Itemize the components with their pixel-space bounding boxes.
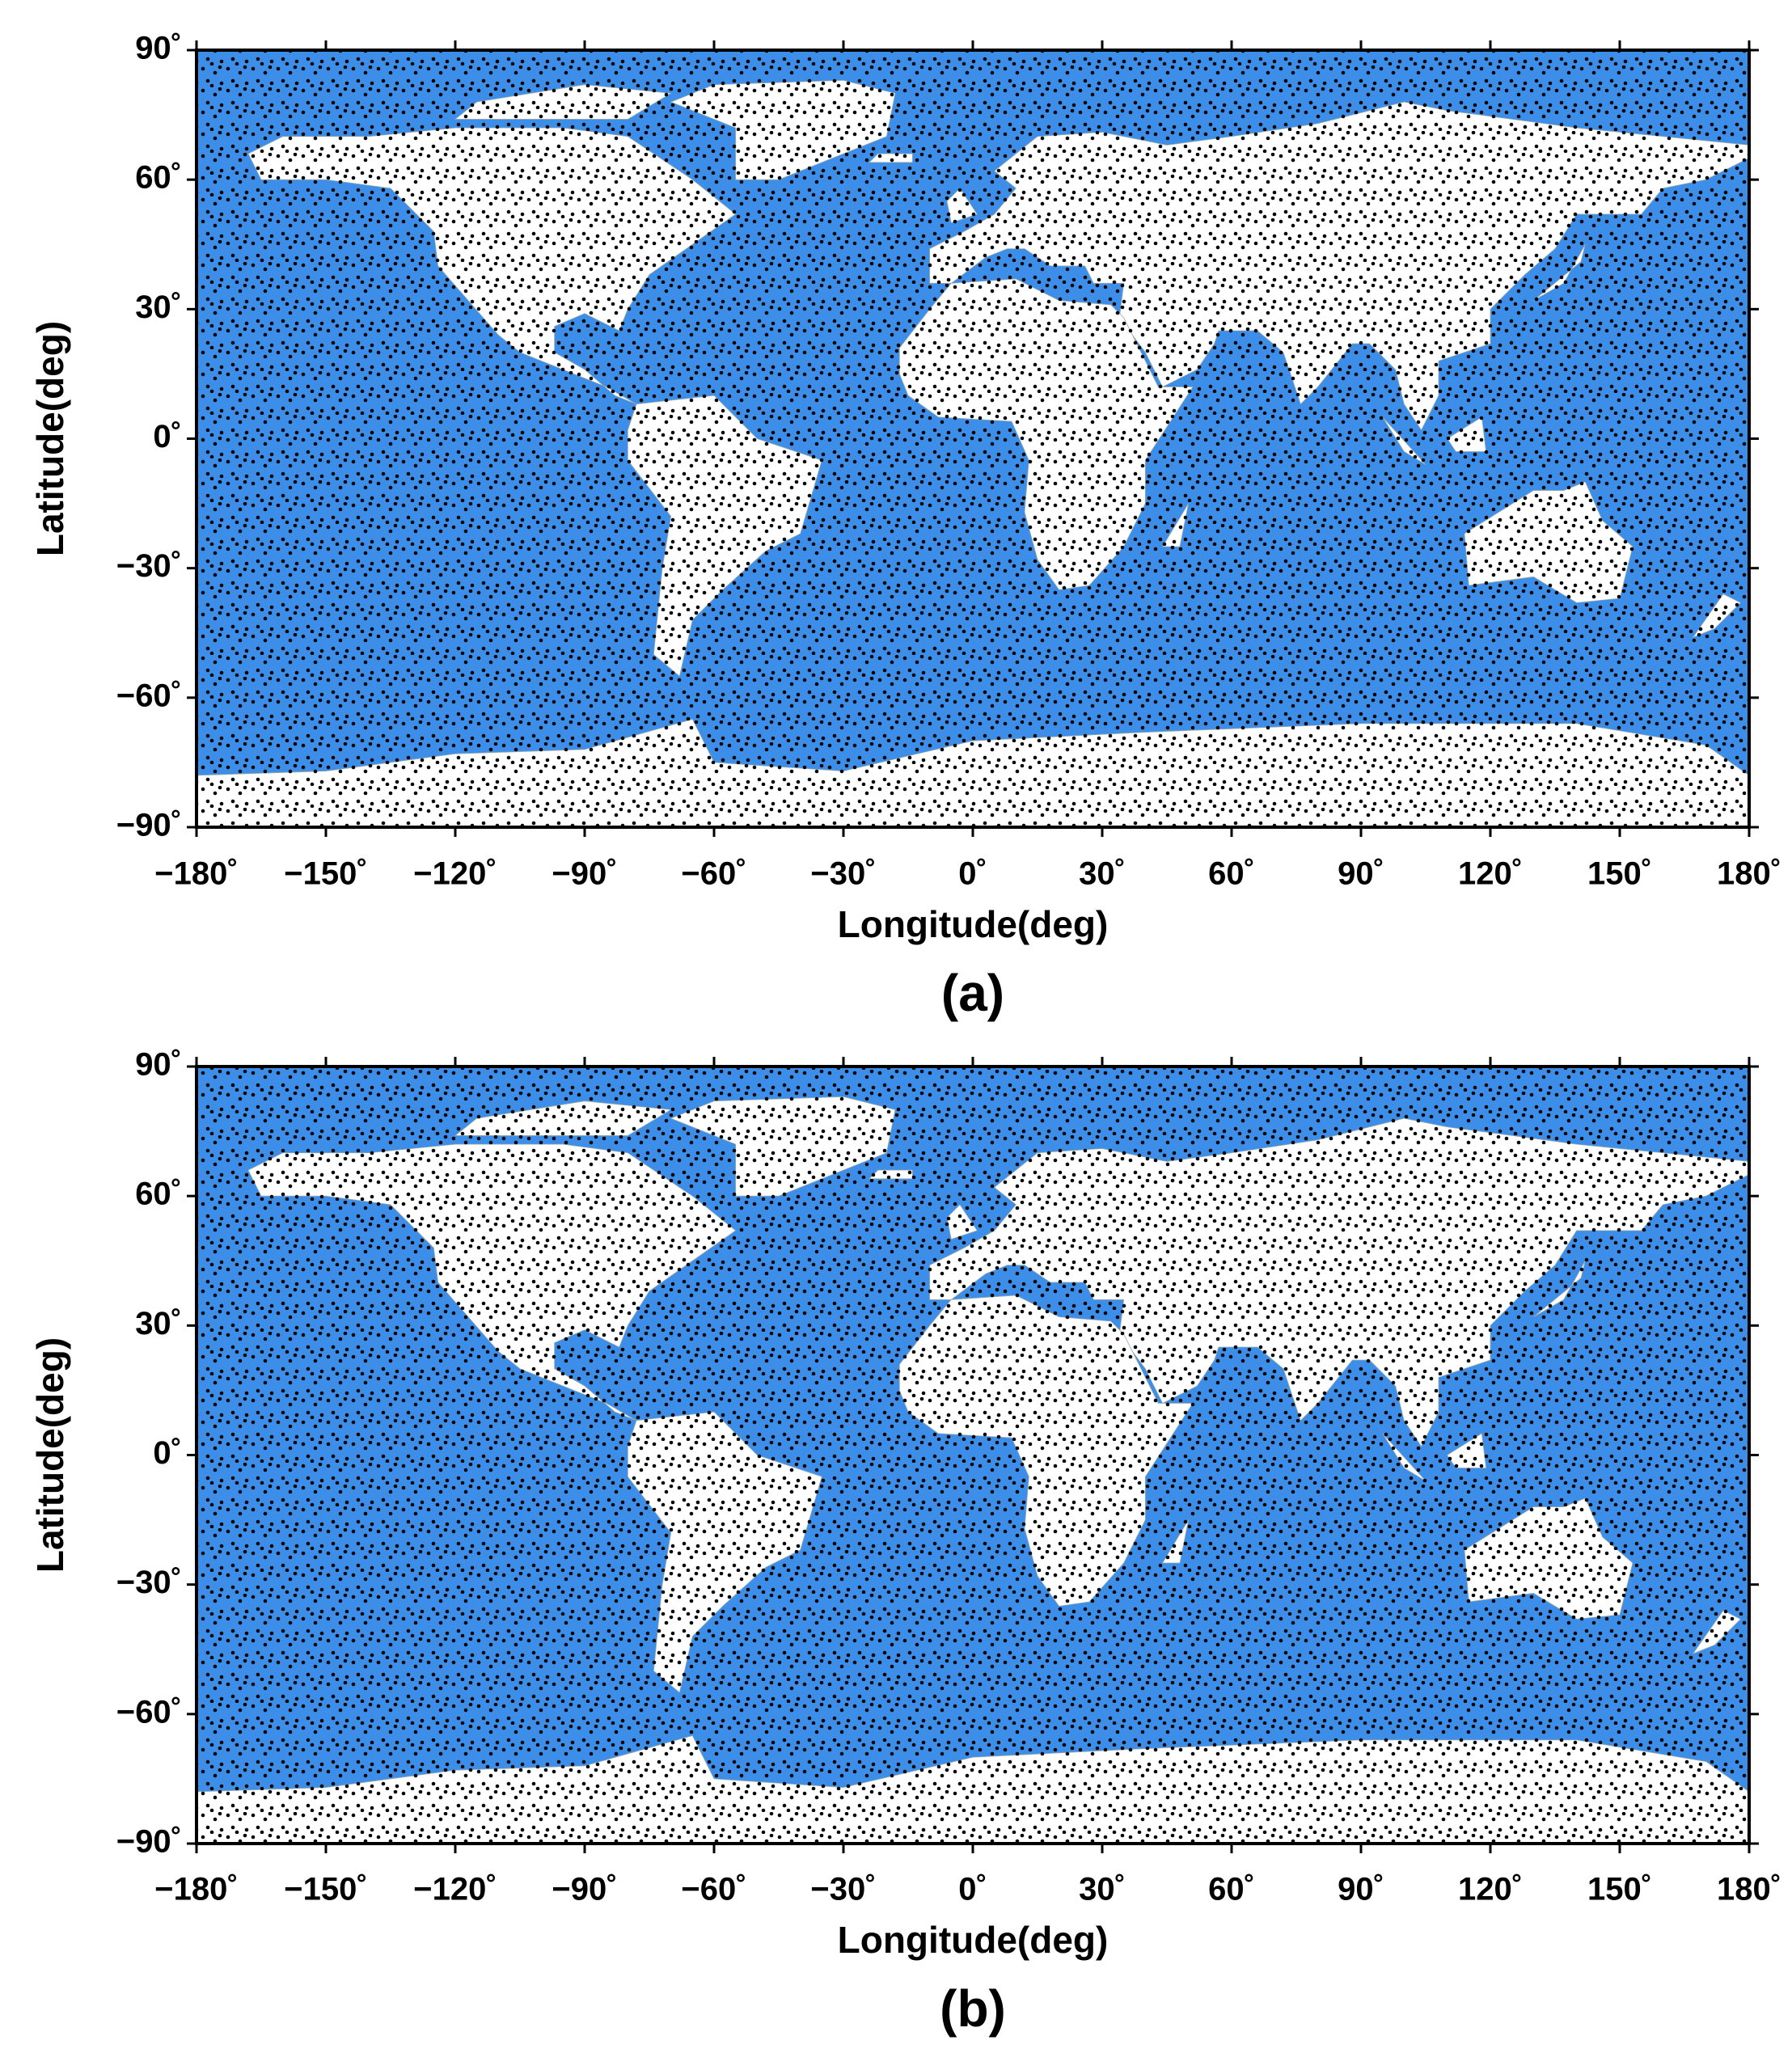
points-texture: [197, 1067, 1749, 1844]
y-tick-label: 90˚: [135, 31, 182, 66]
x-tick-label: 150˚: [1587, 856, 1652, 892]
x-tick-label: −30˚: [810, 856, 876, 892]
y-tick-label: 30˚: [135, 1306, 182, 1341]
x-tick-label: −60˚: [681, 856, 746, 892]
x-tick-label: −120˚: [413, 856, 497, 892]
x-tick-label: 30˚: [1079, 856, 1126, 892]
x-tick-label: 180˚: [1717, 1872, 1781, 1907]
x-tick-label: −120˚: [413, 1872, 497, 1907]
x-tick-label: 60˚: [1208, 1872, 1255, 1907]
x-tick-label: 120˚: [1458, 1872, 1523, 1907]
x-axis-title: Longitude(deg): [838, 903, 1109, 945]
y-tick-label: 60˚: [135, 1176, 182, 1212]
caption: (a): [941, 964, 1004, 1022]
x-tick-label: 0˚: [958, 1872, 987, 1907]
y-tick-label: −90˚: [116, 808, 182, 843]
x-tick-label: 30˚: [1079, 1872, 1126, 1907]
x-tick-label: 90˚: [1338, 856, 1384, 892]
y-tick-label: −60˚: [116, 678, 182, 713]
x-tick-label: 90˚: [1338, 1872, 1384, 1907]
x-tick-label: −180˚: [154, 856, 238, 892]
points-texture: [197, 50, 1749, 827]
y-tick-label: −30˚: [116, 548, 182, 584]
y-tick-label: −90˚: [116, 1824, 182, 1860]
y-axis-title: Latitude(deg): [29, 1337, 71, 1573]
x-tick-label: −150˚: [284, 856, 367, 892]
caption: (b): [940, 1979, 1006, 2038]
x-tick-label: −30˚: [810, 1872, 876, 1907]
y-tick-label: 0˚: [153, 1435, 182, 1471]
x-axis-title: Longitude(deg): [838, 1919, 1109, 1961]
x-tick-label: −150˚: [284, 1872, 367, 1907]
x-tick-label: 0˚: [958, 856, 987, 892]
x-tick-label: −90˚: [552, 856, 617, 892]
x-tick-label: −60˚: [681, 1872, 746, 1907]
y-tick-label: −60˚: [116, 1694, 182, 1730]
x-tick-label: −90˚: [552, 1872, 617, 1907]
y-tick-label: 60˚: [135, 160, 182, 196]
y-axis-title: Latitude(deg): [29, 321, 71, 556]
y-tick-label: 0˚: [153, 419, 182, 454]
x-tick-label: 150˚: [1587, 1872, 1652, 1907]
y-tick-label: 30˚: [135, 289, 182, 325]
y-tick-label: 90˚: [135, 1047, 182, 1083]
x-tick-label: −180˚: [154, 1872, 238, 1907]
x-tick-label: 180˚: [1717, 856, 1781, 892]
x-tick-label: 60˚: [1208, 856, 1255, 892]
x-tick-label: 120˚: [1458, 856, 1523, 892]
y-tick-label: −30˚: [116, 1565, 182, 1600]
